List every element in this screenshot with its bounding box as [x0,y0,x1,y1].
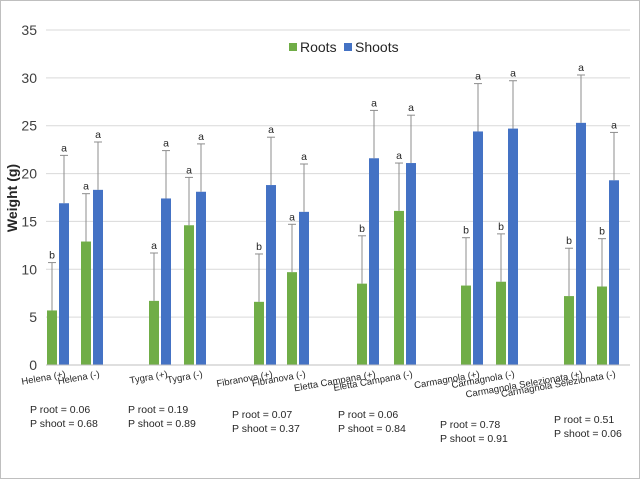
y-tick-label: 10 [21,261,37,277]
p-value-root: P root = 0.78 [440,419,500,431]
significance-letter: b [599,226,605,238]
bar-roots [149,300,159,365]
significance-letter: a [95,129,101,141]
gridlines [46,29,630,318]
p-value-shoot: P shoot = 0.84 [338,423,406,435]
bar-roots [47,310,57,365]
significance-letter: a [510,68,516,80]
p-value-shoot: P shoot = 0.06 [554,428,622,440]
bar-roots [597,286,607,365]
p-value-annotations: P root = 0.06 P shoot = 0.68 P root = 0.19… [30,404,622,445]
bar-roots [81,241,91,365]
x-tick-label: Tygra (-) [166,369,203,386]
bar-roots [254,301,264,365]
bar-shoots [369,158,379,365]
legend-swatch-shoots [344,43,352,51]
significance-letter: a [83,181,89,193]
significance-letter: a [578,62,584,74]
y-tick-label: 0 [29,357,37,373]
p-value-root: P root = 0.06 [30,404,90,416]
bar-shoots [266,185,276,365]
significance-letter: a [289,211,295,223]
bar-roots [496,281,506,365]
significance-letter: a [163,138,169,150]
significance-letter: a [475,71,481,83]
p-value-root: P root = 0.06 [338,409,398,421]
significance-letter: b [49,250,55,262]
bar-shoots [196,191,206,365]
bar-roots [461,285,471,365]
significance-letter: a [61,142,67,154]
bar-shoots [406,163,416,365]
bar-shoots [299,211,309,365]
legend: Roots Shoots [289,39,399,55]
bar-shoots [473,131,483,365]
legend-label-roots: Roots [300,39,337,55]
significance-letter: b [256,241,262,253]
significance-letter: b [566,235,572,247]
bar-shoots [609,180,619,365]
x-tick-label: Tygra (+) [129,369,169,386]
bar-roots [184,225,194,365]
bar-shoots [93,189,103,365]
y-tick-label: 25 [21,118,37,134]
bar-roots [394,210,404,365]
significance-letter: a [198,131,204,143]
p-value-root: P root = 0.19 [128,404,188,416]
bar-roots [287,272,297,365]
bar-roots [564,296,574,365]
significance-letter: a [396,150,402,162]
significance-letter: a [301,151,307,163]
p-value-shoot: P shoot = 0.89 [128,418,196,430]
significance-letter: a [186,164,192,176]
y-tick-label: 5 [29,309,37,325]
y-tick-label: 30 [21,70,37,86]
y-tick-label: 20 [21,166,37,182]
significance-letter: a [151,240,157,252]
p-value-shoot: P shoot = 0.68 [30,418,98,430]
significance-letter: b [359,223,365,235]
significance-letter: a [611,119,617,131]
bars: b a a a b a b a b b b b a a a a a a a a a a a a [47,62,619,365]
p-value-root: P root = 0.07 [232,409,292,421]
y-axis-title: Weight (g) [4,164,20,232]
significance-letter: a [371,97,377,109]
p-value-shoot: P shoot = 0.37 [232,423,300,435]
y-tick-label: 15 [21,213,37,229]
significance-letter: b [463,225,469,237]
significance-letter: a [268,124,274,136]
p-value-shoot: P shoot = 0.91 [440,433,508,445]
significance-letter: a [408,102,414,114]
bar-roots [357,283,367,365]
y-tick-label: 35 [21,22,37,38]
p-value-root: P root = 0.51 [554,414,614,426]
significance-letter: b [498,221,504,233]
legend-swatch-roots [289,43,297,51]
legend-label-shoots: Shoots [355,39,399,55]
bar-shoots [576,122,586,365]
bar-shoots [161,198,171,365]
bar-shoots [508,128,518,365]
bar-shoots [59,203,69,365]
